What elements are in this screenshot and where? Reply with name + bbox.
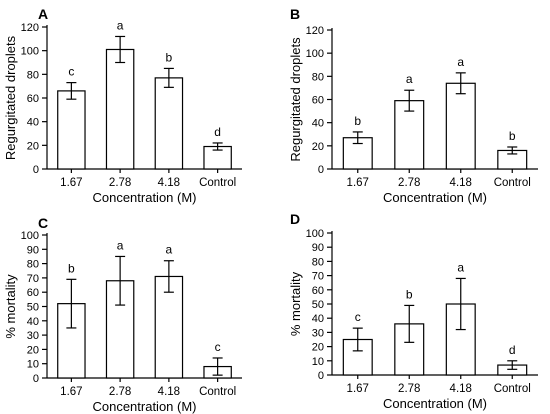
y-tick-label: 100 bbox=[306, 48, 324, 60]
y-axis-title: Regurgitated droplets bbox=[3, 35, 18, 160]
y-tick-label: 40 bbox=[312, 118, 324, 130]
x-tick-label: 2.78 bbox=[398, 177, 420, 189]
x-tick-label: 1.67 bbox=[60, 386, 82, 398]
y-tick-label: 50 bbox=[312, 299, 324, 311]
x-tick-label: 1.67 bbox=[347, 177, 369, 189]
significance-label: c bbox=[215, 340, 221, 354]
x-tick-label: 4.18 bbox=[450, 383, 472, 395]
y-tick-label: 60 bbox=[27, 287, 39, 299]
significance-label: a bbox=[406, 72, 413, 86]
y-tick-label: 0 bbox=[318, 370, 324, 382]
x-axis-title: Concentration (M) bbox=[92, 190, 196, 205]
x-axis-title: Concentration (M) bbox=[383, 190, 487, 205]
y-tick-label: 50 bbox=[27, 302, 39, 314]
y-axis-title: % mortality bbox=[288, 271, 303, 336]
chart-panel-c: C 0 10 20 30 40 50 60 70 80 90 100 b 1.67 a 2.78 a 4.18 c C… bbox=[3, 215, 242, 414]
y-tick-label: 100 bbox=[21, 230, 39, 242]
y-tick-label: 0 bbox=[33, 164, 39, 176]
y-tick-label: 80 bbox=[27, 259, 39, 271]
y-tick-label: 100 bbox=[306, 228, 324, 240]
x-tick-label: 1.67 bbox=[60, 177, 82, 189]
significance-label: b bbox=[354, 114, 361, 128]
significance-label: c bbox=[355, 310, 361, 324]
significance-label: b bbox=[166, 50, 173, 64]
bar-2.78 bbox=[105, 48, 135, 170]
bar-2.78 bbox=[394, 100, 425, 170]
significance-label: a bbox=[166, 243, 173, 257]
y-tick-label: 0 bbox=[33, 373, 39, 385]
significance-label: a bbox=[117, 18, 124, 32]
y-tick-label: 100 bbox=[21, 46, 39, 58]
x-tick-label: 4.18 bbox=[450, 177, 472, 189]
y-axis-title: % mortality bbox=[3, 274, 18, 339]
y-tick-label: 70 bbox=[312, 271, 324, 283]
significance-label: d bbox=[509, 343, 516, 357]
panel-label: B bbox=[290, 6, 300, 22]
y-tick-label: 30 bbox=[27, 330, 39, 342]
y-tick-label: 80 bbox=[312, 256, 324, 268]
y-tick-label: 30 bbox=[312, 327, 324, 339]
bar-4.18 bbox=[445, 82, 476, 170]
y-tick-label: 20 bbox=[27, 344, 39, 356]
x-tick-label: 1.67 bbox=[347, 383, 369, 395]
y-tick-label: 40 bbox=[27, 117, 39, 129]
y-tick-label: 60 bbox=[27, 93, 39, 105]
y-tick-label: 90 bbox=[27, 244, 39, 256]
y-tick-label: 80 bbox=[27, 69, 39, 81]
panel-label: C bbox=[38, 215, 48, 231]
x-tick-label: Control bbox=[494, 383, 531, 395]
significance-label: c bbox=[68, 65, 74, 79]
x-tick-label: Control bbox=[199, 386, 236, 398]
significance-label: b bbox=[509, 129, 516, 143]
y-tick-label: 10 bbox=[312, 356, 324, 368]
chart-panel-a: A 0 20 40 60 80 100 120 c 1.67 a 2.78 b 4.18 d ControlC… bbox=[3, 6, 242, 205]
y-tick-label: 10 bbox=[27, 359, 39, 371]
y-tick-label: 90 bbox=[312, 242, 324, 254]
y-tick-label: 120 bbox=[306, 25, 324, 37]
significance-label: a bbox=[457, 260, 464, 274]
y-tick-label: 120 bbox=[21, 22, 39, 34]
significance-label: b bbox=[406, 287, 413, 301]
y-tick-label: 70 bbox=[27, 273, 39, 285]
chart-panel-d: D 0 10 20 30 40 50 60 70 80 90 100 c 1.67 b 2.78 a 4.18 d C… bbox=[288, 211, 538, 411]
y-tick-label: 20 bbox=[312, 342, 324, 354]
x-tick-label: 2.78 bbox=[109, 177, 131, 189]
x-tick-label: 2.78 bbox=[109, 386, 131, 398]
y-tick-label: 40 bbox=[312, 313, 324, 325]
y-tick-label: 0 bbox=[318, 164, 324, 176]
x-axis-title: Concentration (M) bbox=[383, 396, 487, 411]
significance-label: d bbox=[214, 125, 221, 139]
x-axis-title: Concentration (M) bbox=[92, 399, 196, 414]
significance-label: a bbox=[457, 55, 464, 69]
panel-label: D bbox=[290, 211, 300, 227]
bar-1.67 bbox=[57, 90, 86, 170]
x-tick-label: Control bbox=[199, 177, 236, 189]
significance-label: a bbox=[117, 238, 124, 252]
y-axis-title: Regurgitated droplets bbox=[288, 37, 303, 162]
significance-label: b bbox=[68, 261, 75, 275]
x-tick-label: 2.78 bbox=[398, 383, 420, 395]
y-tick-label: 40 bbox=[27, 316, 39, 328]
x-tick-label: 4.18 bbox=[158, 177, 180, 189]
x-tick-label: Control bbox=[494, 177, 531, 189]
bar-4.18 bbox=[154, 77, 184, 170]
y-tick-label: 80 bbox=[312, 71, 324, 83]
chart-panel-b: B 0 20 40 60 80 100 120 b 1.67 a 2.78 a 4.18 b Control C… bbox=[288, 6, 538, 205]
y-tick-label: 60 bbox=[312, 285, 324, 297]
panel-label: A bbox=[38, 6, 48, 22]
y-tick-label: 20 bbox=[312, 141, 324, 153]
x-tick-label: 4.18 bbox=[158, 386, 180, 398]
y-tick-label: 20 bbox=[27, 140, 39, 152]
y-tick-label: 60 bbox=[312, 95, 324, 107]
